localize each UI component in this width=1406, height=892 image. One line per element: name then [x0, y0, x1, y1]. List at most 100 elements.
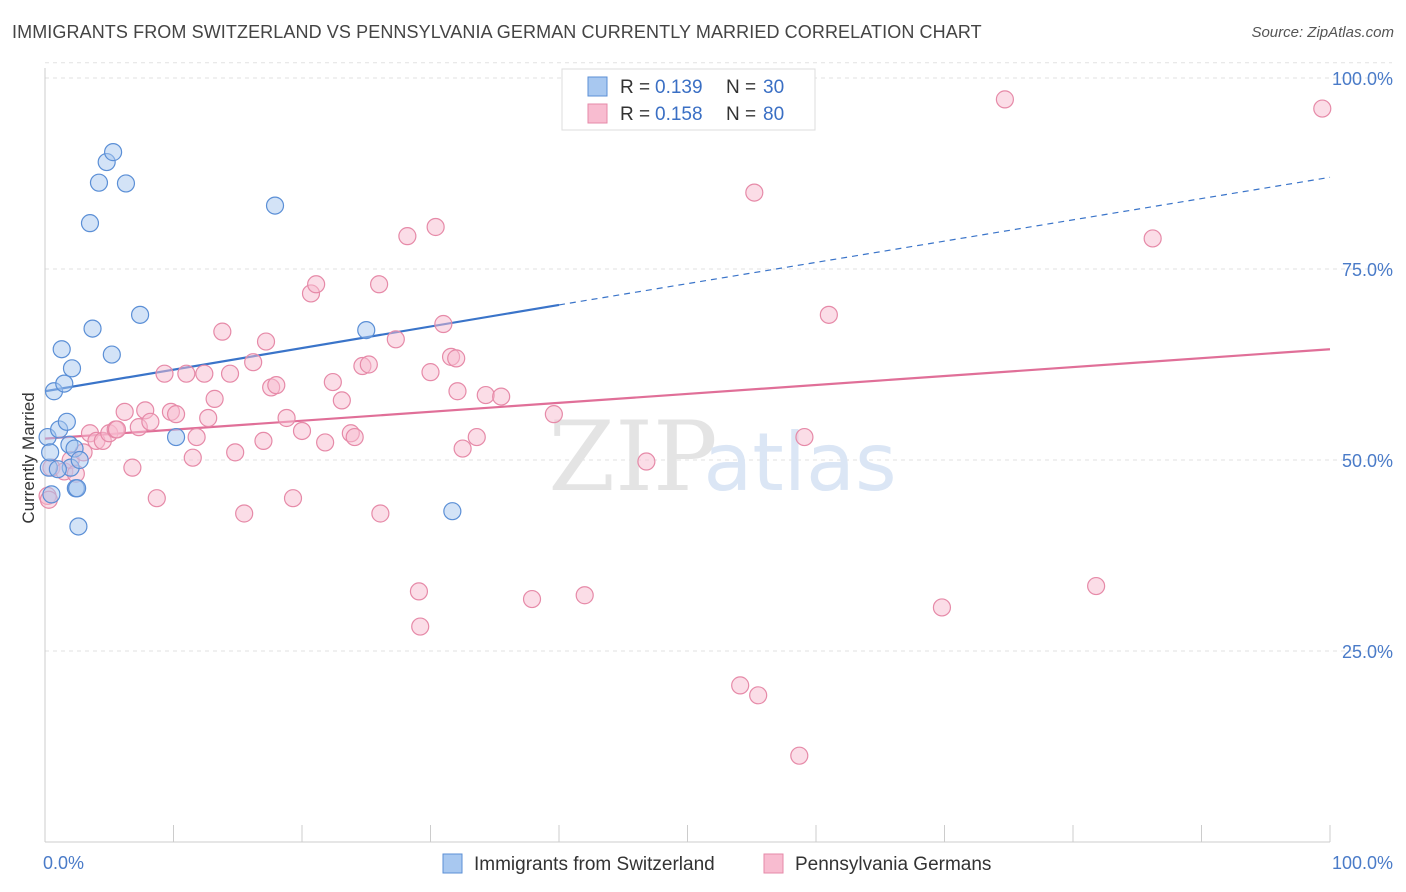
- point-s1-35: [277, 408, 296, 428]
- point-s1-69: [749, 686, 768, 705]
- point-s1-77: [1313, 99, 1332, 118]
- point-s1-41: [323, 372, 342, 392]
- point-s0-16: [80, 214, 100, 233]
- point-s1-27: [220, 364, 240, 383]
- bottom-legend-swatch-1: [763, 853, 784, 874]
- point-s0-5: [52, 340, 71, 359]
- point-s1-64: [544, 405, 563, 424]
- trend-line-0: [44, 303, 560, 393]
- point-s0-26: [357, 321, 376, 340]
- y-tick-label-3: 100.0%: [1332, 69, 1393, 89]
- point-s1-36: [283, 489, 303, 508]
- point-s1-47: [370, 275, 389, 294]
- point-s1-66: [637, 452, 656, 471]
- point-s1-67: [731, 676, 750, 695]
- point-s1-76: [1143, 229, 1162, 248]
- trend-line-1: [44, 348, 1331, 440]
- point-s0-24: [166, 427, 186, 447]
- legend-r-label-1: R =: [620, 104, 650, 125]
- point-s1-73: [995, 90, 1014, 109]
- point-s1-19: [166, 405, 186, 424]
- point-s0-22: [116, 174, 136, 193]
- point-s1-49: [386, 330, 405, 349]
- point-s0-2: [41, 443, 60, 462]
- point-s1-34: [267, 376, 286, 395]
- point-s1-48: [371, 504, 390, 523]
- point-s0-18: [89, 173, 109, 192]
- point-s1-12: [123, 458, 142, 477]
- point-s1-59: [453, 439, 472, 458]
- legend-n-value-1: 80: [763, 104, 784, 125]
- point-s1-68: [745, 183, 764, 202]
- legend-swatch-1: [587, 103, 608, 124]
- point-s1-11: [115, 402, 134, 421]
- legend-r-value-0: 0.139: [655, 77, 703, 98]
- x-tick-label-0: 0.0%: [43, 853, 84, 873]
- y-tick-label-0: 25.0%: [1342, 642, 1393, 662]
- point-s1-25: [205, 389, 224, 408]
- watermark-zip: ZIP: [548, 401, 717, 513]
- trend-line-extension-0: [558, 176, 1331, 306]
- point-s0-15: [69, 517, 88, 536]
- point-s0-27: [443, 502, 462, 521]
- point-s1-72: [819, 305, 838, 324]
- y-tick-labels: 25.0% 50.0% 75.0% 100.0%: [1332, 69, 1393, 662]
- y-tick-label-2: 75.0%: [1342, 260, 1393, 280]
- point-s0-13: [68, 479, 87, 498]
- point-s1-61: [476, 385, 495, 405]
- point-s1-28: [226, 443, 245, 462]
- point-s0-17: [83, 319, 102, 338]
- point-s1-74: [932, 598, 952, 617]
- point-s1-31: [254, 431, 273, 450]
- legend-box: R = 0.139 N = 30 R = 0.158 N = 80: [561, 68, 816, 131]
- point-s1-40: [316, 433, 335, 452]
- y-axis-label: Currently Married: [19, 392, 38, 523]
- legend-r-label-0: R =: [620, 77, 650, 98]
- point-s1-70: [795, 427, 814, 447]
- bottom-legend-label-0: Immigrants from Switzerland: [474, 854, 715, 875]
- trend-lines: [44, 176, 1331, 440]
- bottom-legend-swatch-0: [442, 853, 463, 874]
- point-s1-37: [292, 421, 312, 441]
- point-s1-53: [421, 363, 440, 382]
- legend-n-value-0: 30: [763, 77, 784, 98]
- point-s1-50: [398, 227, 417, 246]
- point-s1-16: [147, 489, 166, 508]
- point-s0-10: [62, 359, 82, 378]
- point-s1-54: [426, 217, 445, 237]
- watermark: ZIP atlas: [548, 401, 896, 513]
- y-tick-label-1: 50.0%: [1342, 451, 1393, 471]
- point-s1-32: [256, 332, 276, 351]
- point-s1-15: [141, 412, 160, 431]
- grid-lines: [45, 62, 1392, 652]
- point-s1-39: [307, 275, 326, 294]
- bottom-legend: Immigrants from Switzerland Pennsylvania …: [442, 853, 991, 875]
- point-s1-55: [434, 314, 453, 334]
- chart-title: IMMIGRANTS FROM SWITZERLAND VS PENNSYLVA…: [12, 22, 982, 42]
- point-s1-60: [467, 427, 486, 447]
- legend-r-value-1: 0.158: [655, 104, 703, 125]
- legend-n-label-1: N =: [726, 104, 756, 125]
- point-s1-42: [332, 391, 351, 410]
- point-s1-51: [409, 582, 429, 601]
- point-s1-65: [575, 586, 594, 605]
- point-s1-23: [195, 364, 214, 383]
- point-s1-58: [448, 382, 467, 401]
- legend-swatch-0: [587, 76, 608, 97]
- point-s1-29: [235, 504, 254, 523]
- chart-source: Source: ZipAtlas.com: [1251, 24, 1394, 41]
- point-s1-71: [790, 746, 809, 765]
- point-s1-22: [187, 427, 206, 447]
- point-s0-29: [48, 460, 67, 479]
- point-s1-20: [177, 364, 196, 383]
- point-s1-57: [447, 349, 466, 368]
- point-s1-26: [213, 322, 232, 341]
- point-s1-30: [244, 353, 263, 372]
- point-s1-75: [1087, 576, 1106, 596]
- point-s1-17: [155, 364, 174, 383]
- point-s1-24: [199, 408, 218, 428]
- point-s1-62: [492, 387, 511, 406]
- bottom-legend-label-1: Pennsylvania Germans: [795, 854, 991, 875]
- x-tick-label-1: 100.0%: [1332, 853, 1393, 873]
